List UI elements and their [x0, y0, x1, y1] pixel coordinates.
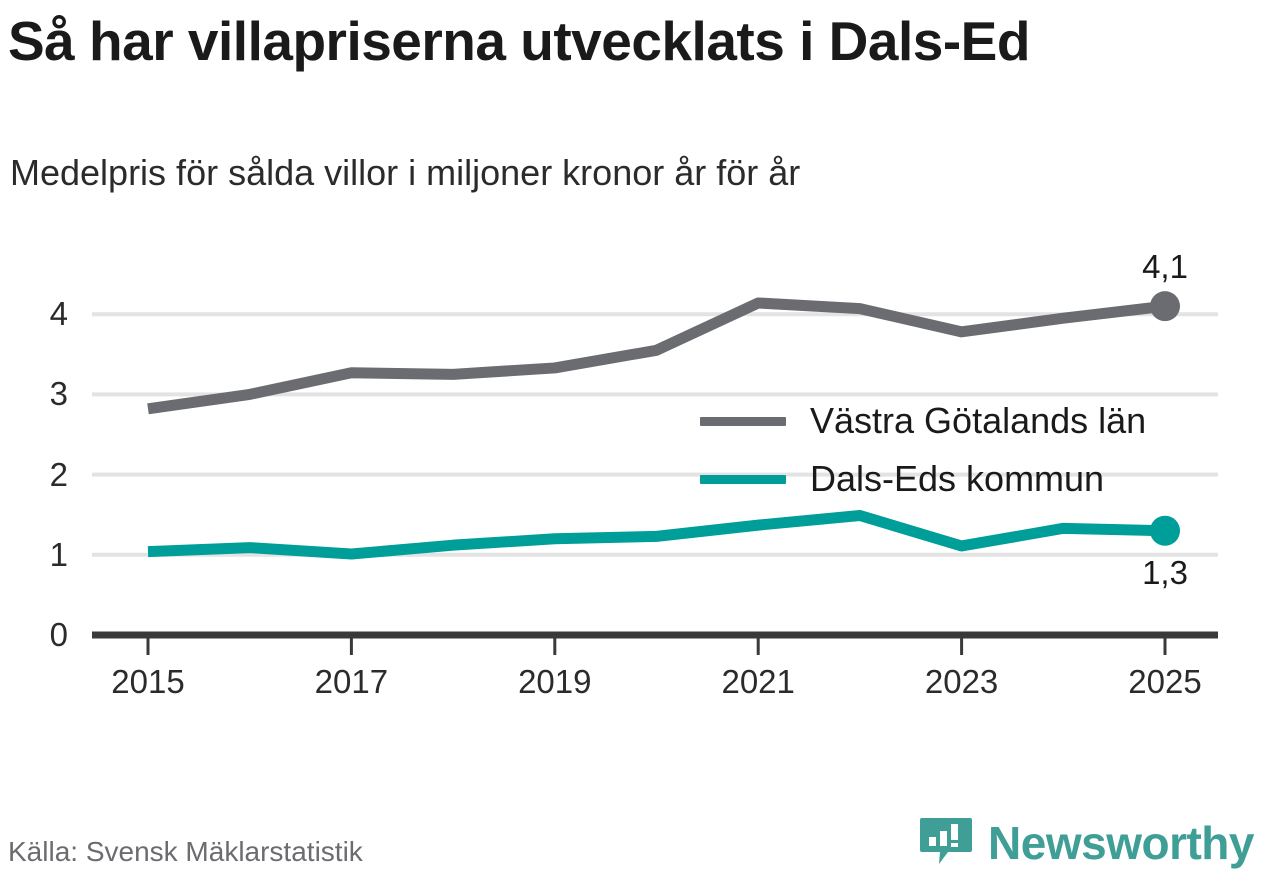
x-tick-label: 2021: [721, 663, 795, 700]
page-subtitle: Medelpris för sålda villor i miljoner kr…: [10, 152, 801, 193]
x-tick-label: 2017: [314, 663, 389, 700]
newsworthy-wordmark: Newsworthy: [988, 816, 1254, 869]
newsworthy-bars-bubble-icon: [918, 812, 974, 873]
x-tick-label: 2023: [924, 663, 999, 700]
x-tick-label: 2015: [111, 663, 185, 700]
newsworthy-logo: Newsworthy: [918, 812, 1254, 873]
y-tick-label: 4: [49, 295, 68, 333]
legend-swatch-county: [700, 416, 786, 426]
legend-item-county: Västra Götalands län: [700, 392, 1146, 450]
value-label-municipality: 1,3: [1142, 553, 1188, 591]
y-tick-label: 3: [49, 375, 68, 413]
y-tick-label: 2: [49, 455, 68, 493]
page-title: Så har villapriserna utvecklats i Dals-E…: [8, 10, 1030, 72]
legend-label-municipality: Dals-Eds kommun: [810, 458, 1105, 499]
y-tick-label: 0: [49, 616, 68, 653]
legend-label-county: Västra Götalands län: [810, 400, 1147, 441]
source-note: Källa: Svensk Mäklarstatistik: [8, 836, 363, 867]
legend-swatch-municipality: [700, 474, 786, 484]
y-tick-label: 1: [49, 535, 68, 573]
x-tick-label: 2025: [1128, 663, 1202, 700]
legend-item-municipality: Dals-Eds kommun: [700, 450, 1146, 508]
x-tick-label: 2019: [518, 663, 592, 700]
chart-legend: Västra Götalands län Dals-Eds kommun: [700, 392, 1146, 508]
value-label-county: 4,1: [1142, 248, 1188, 286]
